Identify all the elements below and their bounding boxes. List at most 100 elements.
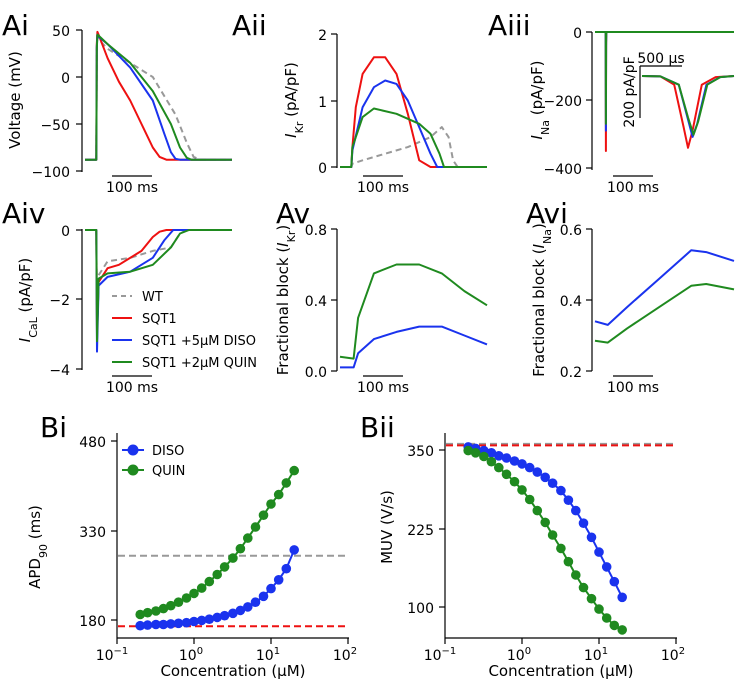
ytick-aiv-2: −4 [49, 363, 70, 379]
panel-label-bi: Bi [40, 411, 67, 444]
point-bii-diso-6 [509, 456, 520, 466]
ytick-bi-0: 480 [79, 435, 106, 451]
panel-aiii: Aiii INa (pA/pF) 0 −200 −400 100 ms 500 … [488, 9, 735, 196]
point-bii-quin-7 [517, 485, 527, 495]
ytick-avi-1: 0.4 [560, 294, 582, 310]
point-bii-diso-3 [486, 448, 497, 458]
point-bi-diso-0 [135, 620, 145, 631]
point-bi-diso-2 [151, 619, 161, 630]
point-bii-diso-13 [563, 495, 574, 506]
point-bi-quin-0 [135, 609, 145, 620]
ytick-av-1: 0.4 [305, 294, 327, 310]
point-bii-diso-14 [571, 505, 581, 516]
xtick-bi-1: 100 [179, 646, 203, 664]
point-bii-quin-9 [532, 505, 543, 516]
legend-marker-quin [127, 464, 139, 476]
point-bii-diso-9 [532, 467, 543, 477]
point-bii-quin-11 [547, 530, 558, 540]
point-bii-quin-10 [540, 517, 550, 528]
point-bi-quin-16 [258, 510, 269, 520]
point-bi-diso-10 [212, 612, 222, 623]
point-bi-quin-5 [173, 597, 184, 607]
series-aiii-sqt1 [595, 31, 734, 152]
ylabel-aiii: INa (pA/pF) [528, 61, 552, 140]
point-bi-diso-17 [266, 583, 276, 594]
point-bi-diso-20 [289, 545, 300, 555]
series-avi-sqt1-2-m-quin [594, 283, 735, 344]
point-bii-quin-6 [509, 476, 520, 487]
ytick-bi-2: 180 [79, 614, 106, 630]
ylabel-av: Fractional block (IKr) [274, 225, 298, 375]
point-bii-diso-19 [609, 576, 620, 587]
point-bi-diso-11 [219, 610, 230, 621]
panel-label-aiii: Aiii [488, 9, 531, 42]
scalebar-label-av: 100 ms [357, 380, 409, 396]
point-bi-quin-4 [166, 600, 176, 611]
point-bi-quin-18 [273, 489, 284, 500]
inset-series-sqt1-5-m-diso [641, 75, 735, 138]
legend-label-wt: WT [142, 290, 163, 305]
inset-series-sqt1-2-m-quin [641, 75, 735, 136]
point-bi-quin-19 [281, 478, 292, 488]
legend-a: WT SQT1 SQT1 +5μM DISO SQT1 +2μM QUIN [112, 290, 257, 371]
ylabel-bi: APD90 (ms) [26, 505, 50, 589]
xtick-bii-2: 101 [584, 646, 608, 664]
ytick-bi-1: 330 [79, 525, 106, 541]
plot-area-bi [118, 465, 348, 631]
plot-area-avi [594, 249, 735, 344]
point-bi-quin-8 [196, 583, 207, 593]
point-bi-diso-12 [228, 608, 238, 619]
legend-label-sqt1: SQT1 [142, 312, 177, 327]
xticks-bi: 10−1 100 101 102 [96, 638, 357, 664]
point-bii-diso-5 [501, 453, 512, 463]
point-bii-diso-4 [494, 451, 504, 461]
ytick-aiv-0: 0 [61, 224, 70, 240]
point-bi-quin-1 [142, 607, 153, 618]
series-av-sqt1-5-m-diso [340, 325, 488, 369]
xlabel-bi: Concentration (μM) [160, 662, 305, 680]
xtick-bi-3: 102 [333, 646, 357, 664]
panel-ai: Ai Voltage (mV) 50 0 −50 −100 100 ms [2, 9, 232, 196]
legend-marker-diso [127, 444, 139, 456]
point-bi-quin-10 [212, 569, 222, 580]
ytick-aiii-2: −400 [544, 162, 582, 178]
series-aii-sqt1-5-m-diso [340, 79, 487, 168]
ytick-av-0: 0.8 [305, 223, 327, 239]
point-bi-quin-14 [243, 533, 253, 543]
point-bii-quin-5 [501, 469, 512, 480]
point-bi-diso-15 [250, 597, 261, 607]
plot-area-aiii-inset [641, 75, 735, 149]
point-bii-quin-18 [601, 613, 612, 623]
point-bi-diso-9 [204, 614, 215, 624]
scalebar-label-aii: 100 ms [357, 180, 409, 196]
point-bii-quin-13 [563, 556, 574, 567]
point-bii-diso-12 [556, 485, 566, 496]
point-bi-diso-4 [166, 619, 176, 629]
panel-avi: Avi Fractional block (INa) 0.6 0.4 0.2 1… [526, 197, 735, 396]
ytick-bii-0: 350 [407, 444, 434, 460]
scalebar-label-aiv: 100 ms [106, 380, 158, 396]
ytick-bii-1: 225 [407, 523, 434, 539]
point-bii-diso-11 [547, 478, 558, 489]
xlabel-bii: Concentration (μM) [488, 662, 633, 680]
point-bi-quin-9 [204, 576, 215, 587]
point-bii-quin-12 [556, 543, 566, 554]
point-bi-quin-17 [266, 499, 276, 509]
ylabel-aiv: ICaL (pA/pF) [16, 258, 40, 342]
ytick-ai-0: 50 [52, 24, 70, 40]
ylabel-ai: Voltage (mV) [6, 51, 24, 149]
panel-label-av: Av [276, 197, 310, 230]
point-bi-diso-7 [189, 616, 199, 627]
ylabel-aii: IKr (pA/pF) [282, 62, 306, 138]
ytick-bii-2: 100 [407, 601, 434, 617]
panel-label-aiv: Aiv [2, 197, 46, 230]
point-bi-quin-11 [219, 562, 230, 572]
point-bii-quin-4 [494, 462, 504, 473]
point-bii-quin-16 [586, 593, 597, 604]
point-bii-quin-3 [486, 456, 497, 467]
point-bi-diso-19 [281, 563, 292, 574]
ytick-aii-0: 2 [318, 28, 327, 44]
panel-aii: Aii IKr (pA/pF) 2 1 0 100 ms [232, 9, 487, 196]
inset-series-sqt1 [641, 75, 735, 149]
